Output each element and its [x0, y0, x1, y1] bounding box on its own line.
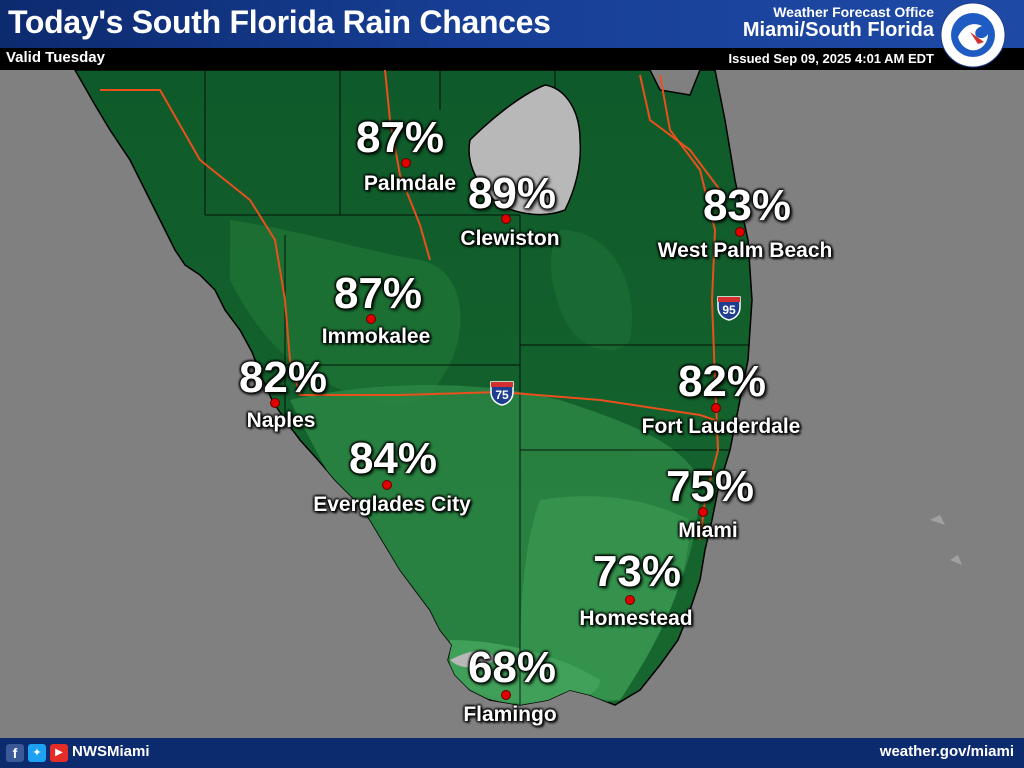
twitter-icon[interactable]: ✦ — [28, 744, 46, 762]
rain-chance-value: 84% — [348, 434, 438, 483]
city-dot — [501, 214, 511, 224]
city-name: West Palm Beach — [657, 239, 833, 262]
interstate-95-number: 95 — [722, 303, 736, 317]
valid-bar — [0, 48, 1024, 70]
city-name: Everglades City — [313, 493, 471, 516]
valid-day: Valid Tuesday — [6, 49, 105, 66]
city-name: Clewiston — [460, 227, 560, 250]
page-title: Today's South Florida Rain Chances — [8, 4, 551, 40]
social-handle[interactable]: NWSMiami — [72, 743, 150, 760]
city-dot — [501, 690, 511, 700]
city-dot — [382, 480, 392, 490]
footer-bar — [0, 738, 1024, 768]
website-link[interactable]: weather.gov/miami — [879, 743, 1014, 760]
city-name: Miami — [678, 519, 738, 542]
lake-okeechobee — [468, 84, 582, 216]
city-name: Immokalee — [321, 325, 431, 348]
city-dot — [698, 507, 708, 517]
facebook-icon[interactable]: f — [6, 744, 24, 762]
rain-chance-value: 82% — [677, 357, 767, 406]
interstate-95-shield: 95 — [716, 295, 742, 321]
rain-chance-value: 87% — [333, 269, 423, 318]
city-dot — [270, 398, 280, 408]
rain-chance-value: 82% — [238, 353, 328, 402]
city-dot — [366, 314, 376, 324]
city-name: Flamingo — [463, 703, 557, 726]
office-line2: Miami/South Florida — [742, 19, 934, 41]
youtube-icon[interactable]: ▶ — [50, 744, 68, 762]
city-dot — [625, 595, 635, 605]
city-name: Fort Lauderdale — [641, 415, 801, 438]
office-name: Weather Forecast Office Miami/South Flor… — [743, 4, 934, 42]
interstate-75-number: 75 — [495, 388, 509, 402]
rain-chance-value: 83% — [702, 181, 792, 230]
city-dot — [735, 227, 745, 237]
interstate-75-shield: 75 — [489, 380, 515, 406]
rain-chance-value: 73% — [592, 547, 682, 596]
rain-chance-value: 68% — [467, 643, 557, 692]
rain-chance-value: 75% — [665, 462, 755, 511]
rain-chance-value: 87% — [355, 113, 445, 162]
city-dot — [711, 403, 721, 413]
city-name: Palmdale — [363, 172, 457, 195]
rain-chance-map — [0, 70, 1024, 738]
nws-logo — [940, 2, 1006, 68]
office-line1: Weather Forecast Office — [773, 4, 934, 20]
city-name: Homestead — [579, 607, 693, 630]
city-dot — [401, 158, 411, 168]
rain-chance-value: 89% — [467, 169, 557, 218]
issued-time: Issued Sep 09, 2025 4:01 AM EDT — [728, 51, 934, 66]
city-name: Naples — [246, 409, 316, 432]
